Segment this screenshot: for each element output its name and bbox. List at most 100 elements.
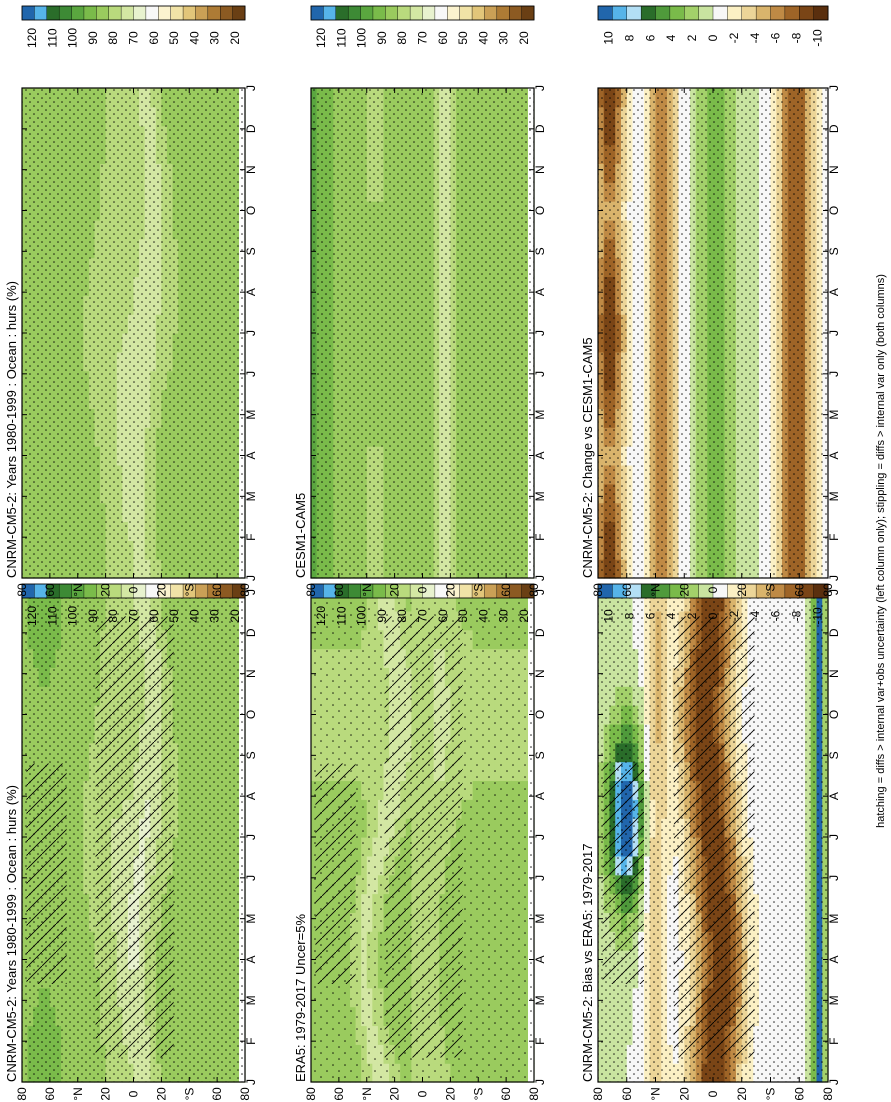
colorbar-frame [310, 5, 535, 21]
colorbar-swatch [385, 5, 399, 21]
lat-tick-label: 0 [127, 1090, 141, 1097]
colorbar-label: 100 [66, 606, 80, 626]
month-tick-label: F [533, 1037, 547, 1044]
lat-tick-label: 60 [210, 1087, 224, 1101]
colorbar-label: 120 [314, 606, 328, 626]
colorbar-label: 40 [476, 609, 490, 623]
lat-tick-label: °S [471, 584, 485, 597]
lat-tick-label: 20 [154, 583, 168, 597]
lat-tick-label: 0 [416, 1090, 430, 1097]
lat-tick-label: 20 [99, 1087, 113, 1101]
colorbar-swatch [220, 5, 234, 21]
colorbar-label: 100 [355, 606, 369, 626]
colorbar-label: 80 [106, 31, 120, 45]
colorbar-swatch [108, 5, 122, 21]
month-tick-label: J [533, 834, 547, 840]
month-tick-label: A [244, 955, 258, 963]
colorbar-label: 110 [45, 606, 59, 625]
month-tick-label: J [533, 589, 547, 595]
month-tick-label: J [533, 371, 547, 377]
colorbar-label: 40 [476, 31, 490, 45]
month-tick-label: F [533, 533, 547, 540]
colorbar-label: 110 [45, 28, 59, 47]
month-tick-label: J [533, 875, 547, 881]
lat-tick-label: 0 [127, 586, 141, 593]
colorbar-label: 90 [86, 609, 100, 623]
colorbar-label: 80 [395, 609, 409, 623]
colorbar-swatch [170, 5, 184, 21]
month-tick-label: N [244, 165, 258, 174]
colorbar-label: 30 [497, 609, 511, 623]
colorbar-label: 50 [456, 31, 470, 45]
month-tick-label: D [244, 628, 258, 637]
lat-tick-label: °S [182, 584, 196, 597]
stippling [22, 88, 245, 578]
month-tick-label: A [533, 792, 547, 800]
colorbar: 120 110 100 90 80 70 60 50 40 30 20 [21, 583, 246, 626]
colorbar-swatch [409, 5, 423, 21]
colorbar-label: 30 [497, 31, 511, 45]
colorbar-label: 20 [228, 609, 242, 623]
lat-tick-label: °N [360, 1087, 374, 1100]
month-tick-label: J [244, 875, 258, 881]
month-tick-label: A [244, 451, 258, 459]
colorbar-label: 100 [66, 28, 80, 48]
colorbar-label: 90 [375, 31, 389, 45]
colorbar-swatch [509, 5, 523, 21]
month-tick-label: A [533, 451, 547, 459]
colorbar-label: 120 [25, 606, 39, 626]
colorbar: 120 110 100 90 80 70 60 50 40 30 20 [21, 5, 246, 48]
colorbar-frame [310, 583, 535, 599]
panel-title: CNRM-CM5-2: Years 1980-1999 : Ocean : hu… [4, 785, 19, 1082]
month-tick-label: N [533, 669, 547, 678]
colorbar: 120 110 100 90 80 70 60 50 40 30 20 [310, 5, 535, 48]
month-tick-label: O [533, 206, 547, 215]
lat-tick-label: °S [471, 1088, 485, 1101]
colorbar-label: 70 [127, 609, 141, 623]
hatching [315, 763, 356, 984]
lat-tick-label: 80 [527, 1087, 541, 1101]
colorbar-label: 20 [517, 609, 531, 623]
month-tick-label: S [244, 247, 258, 255]
month-tick-label: J [533, 85, 547, 91]
colorbar-swatch [397, 5, 411, 21]
colorbar-swatch [46, 5, 60, 21]
colorbar-swatch [360, 5, 374, 21]
colorbar-swatch [195, 583, 209, 599]
month-tick-label: M [244, 491, 258, 501]
month-tick-label: O [244, 206, 258, 215]
lat-tick-label: 80 [15, 583, 29, 597]
colorbar: 120 110 100 90 80 70 60 50 40 30 20 [310, 583, 535, 626]
colorbar-label: 20 [517, 31, 531, 45]
lat-tick-label: 20 [388, 1087, 402, 1101]
colorbar-label: 30 [208, 609, 222, 623]
colorbar-label: 40 [187, 31, 201, 45]
lat-tick-label: 80 [527, 583, 541, 597]
colorbar-label: 50 [456, 609, 470, 623]
month-tick-label: A [533, 288, 547, 296]
colorbar-swatch [310, 5, 324, 21]
month-tick-label: M [244, 410, 258, 420]
colorbar-label: 60 [147, 31, 161, 45]
colorbar-swatch [195, 5, 209, 21]
colorbar-label: 110 [334, 606, 348, 625]
hatching [26, 763, 67, 984]
colorbar-swatch [21, 5, 35, 21]
month-tick-label: J [244, 85, 258, 91]
colorbar-swatch [145, 5, 159, 21]
month-tick-label: S [244, 751, 258, 759]
colorbar-swatch [347, 5, 362, 21]
colorbar-swatch [484, 5, 498, 21]
colorbar-swatch [232, 5, 246, 21]
colorbar-label: 60 [147, 609, 161, 623]
lat-tick-label: °N [71, 1087, 85, 1100]
colorbar-label: 80 [106, 609, 120, 623]
month-tick-label: A [533, 955, 547, 963]
lat-tick-label: 20 [99, 583, 113, 597]
colorbar-label: 100 [355, 28, 369, 48]
colorbar-label: 20 [228, 31, 242, 45]
